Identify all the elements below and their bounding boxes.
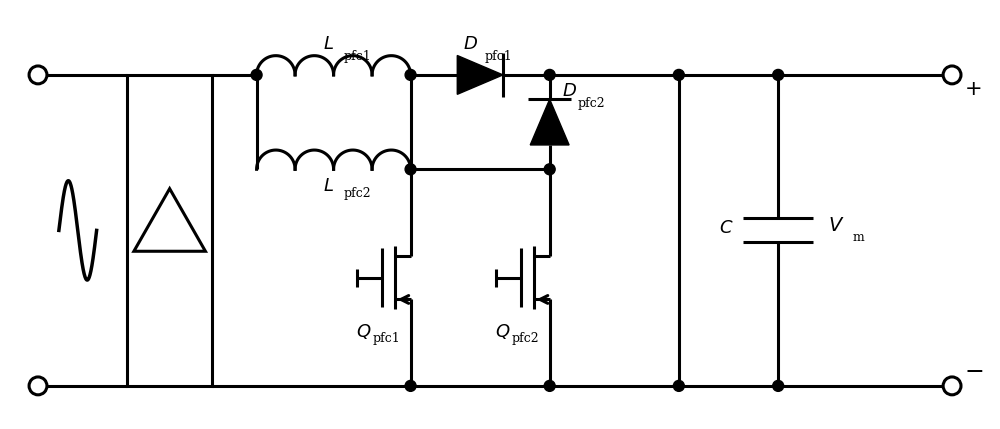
Text: $V$: $V$ (828, 218, 844, 236)
Circle shape (773, 381, 784, 391)
Circle shape (773, 69, 784, 80)
Circle shape (251, 69, 262, 80)
Circle shape (29, 66, 47, 84)
Circle shape (405, 164, 416, 175)
Text: $Q$: $Q$ (356, 322, 371, 341)
FancyBboxPatch shape (127, 75, 212, 386)
Text: $L$: $L$ (323, 35, 334, 53)
Circle shape (405, 69, 416, 80)
Text: $Q$: $Q$ (495, 322, 510, 341)
Text: $D$: $D$ (463, 35, 478, 53)
Circle shape (673, 69, 684, 80)
Polygon shape (457, 55, 503, 94)
Circle shape (943, 377, 961, 395)
Text: $D$: $D$ (562, 82, 577, 100)
Text: pfc1: pfc1 (344, 50, 371, 63)
Polygon shape (530, 99, 569, 145)
Text: pfc1: pfc1 (373, 332, 401, 345)
Text: $C$: $C$ (719, 219, 733, 237)
Circle shape (544, 381, 555, 391)
Text: $-$: $-$ (964, 360, 983, 383)
Text: pfc2: pfc2 (344, 187, 371, 200)
Circle shape (943, 66, 961, 84)
Circle shape (405, 381, 416, 391)
Circle shape (673, 381, 684, 391)
Circle shape (544, 164, 555, 175)
Circle shape (29, 377, 47, 395)
Text: m: m (853, 231, 864, 244)
Text: pfc1: pfc1 (484, 50, 512, 63)
Text: pfc2: pfc2 (577, 97, 605, 110)
Text: $L$: $L$ (323, 177, 334, 195)
Text: pfc2: pfc2 (512, 332, 540, 345)
Text: $+$: $+$ (964, 80, 981, 99)
Circle shape (544, 69, 555, 80)
